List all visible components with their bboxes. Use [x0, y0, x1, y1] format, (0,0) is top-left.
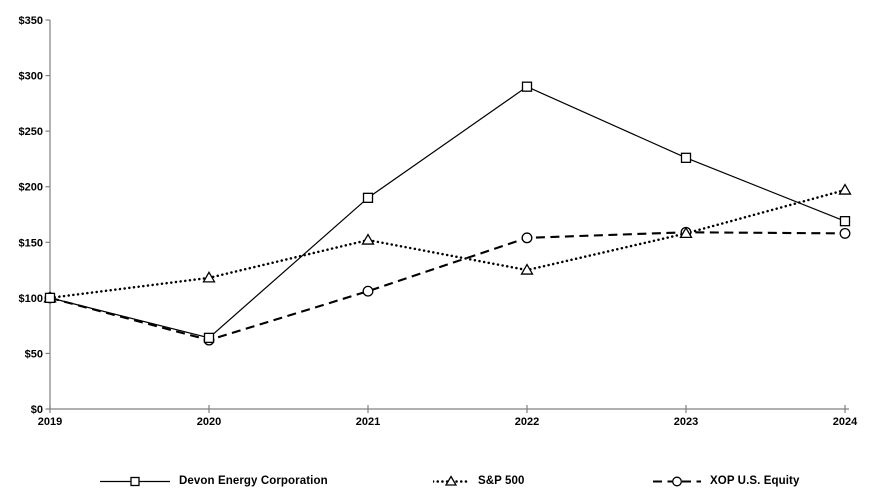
x-tick-label: 2020 — [197, 416, 221, 428]
legend-label: Devon Energy Corporation — [179, 475, 328, 487]
chart-plot-area: $0 $50 $100 $150 $200 $250 $300 $350 2019 2020 202… — [19, 15, 859, 428]
legend-item-s-p-500: S&P 500 — [433, 468, 525, 494]
legend-item-devon-energy-corporation: Devon Energy Corporation — [100, 468, 328, 494]
marker-circle-xop-u-s-equity — [362, 285, 374, 297]
legend-dashed-line-circle-icon — [653, 476, 701, 486]
chart-legend: Devon Energy Corporation S&P 500 XOP U.S. … — [0, 468, 869, 496]
y-tick-label: $100 — [19, 293, 43, 305]
legend-solid-line-square-icon — [100, 476, 170, 486]
marker-square-devon-energy-corporation — [44, 292, 56, 304]
marker-triangle-s-p-500 — [838, 183, 852, 195]
triangle-marker-icon — [444, 474, 458, 486]
marker-circle-xop-u-s-equity — [839, 227, 851, 239]
y-tick-label: $150 — [19, 237, 43, 249]
legend-dotted-line-triangle-icon — [433, 474, 469, 486]
legend-label: XOP U.S. Equity — [710, 475, 800, 487]
marker-square-devon-energy-corporation — [521, 81, 533, 92]
marker-square-devon-energy-corporation — [203, 332, 215, 344]
marker-circle-xop-u-s-equity — [521, 232, 533, 244]
x-tick-label: 2021 — [356, 416, 380, 428]
x-tick-label: 2023 — [674, 416, 698, 428]
y-tick-label: $0 — [31, 404, 43, 416]
marker-square-devon-energy-corporation — [680, 152, 692, 163]
square-marker-icon — [130, 476, 140, 486]
y-tick-label: $50 — [25, 348, 43, 360]
x-tick-label: 2024 — [833, 416, 858, 428]
marker-square-devon-energy-corporation — [839, 216, 851, 227]
y-tick-label: $300 — [19, 71, 43, 83]
y-tick-label: $250 — [19, 126, 43, 138]
circle-marker-icon — [672, 476, 682, 486]
y-tick-label: $350 — [19, 15, 43, 27]
marker-triangle-s-p-500 — [361, 233, 375, 245]
legend-item-xop-u-s-equity: XOP U.S. Equity — [653, 468, 799, 494]
marker-triangle-s-p-500 — [202, 271, 216, 283]
x-tick-label: 2022 — [515, 416, 539, 428]
series-line-s-p-500 — [48, 188, 847, 300]
series-line-xop-u-s-equity — [49, 231, 846, 342]
marker-triangle-s-p-500 — [679, 226, 693, 239]
marker-triangle-s-p-500 — [520, 263, 534, 275]
marker-square-devon-energy-corporation — [362, 192, 374, 203]
legend-label: S&P 500 — [478, 475, 525, 487]
x-tick-label: 2019 — [38, 416, 62, 428]
series-line-devon-energy-corporation — [49, 85, 846, 339]
y-tick-label: $200 — [19, 182, 43, 194]
